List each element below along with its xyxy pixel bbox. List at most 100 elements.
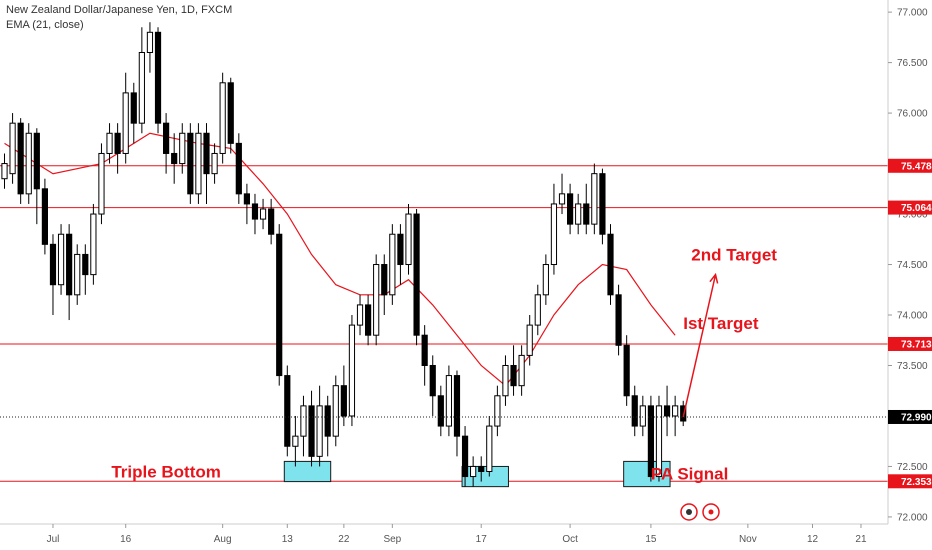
candle-body[interactable] — [179, 132, 186, 165]
candle-body[interactable] — [381, 264, 388, 296]
candle-body[interactable] — [276, 233, 283, 377]
candle-body[interactable] — [567, 193, 574, 225]
candle-body[interactable] — [583, 203, 590, 225]
candle-body[interactable] — [219, 82, 226, 154]
candle-body[interactable] — [66, 233, 73, 296]
candle-body[interactable] — [211, 152, 218, 175]
candle-body[interactable] — [445, 375, 452, 427]
candle-body[interactable] — [74, 253, 81, 296]
candle-body[interactable] — [397, 233, 404, 266]
candle-body[interactable] — [122, 92, 129, 154]
candle-body[interactable] — [1, 163, 8, 180]
candle-body[interactable] — [227, 82, 234, 144]
candle-body[interactable] — [195, 132, 202, 195]
candle-body[interactable] — [631, 395, 638, 427]
candle-body[interactable] — [591, 173, 598, 225]
time-tick-label: Aug — [214, 534, 232, 545]
time-tick-label: Nov — [739, 534, 757, 545]
candle-body[interactable] — [9, 122, 16, 175]
candle-body[interactable] — [57, 233, 65, 286]
candle-body[interactable] — [421, 334, 428, 366]
candle-body[interactable] — [316, 405, 323, 457]
candle-body[interactable] — [90, 213, 97, 276]
candle-body[interactable] — [163, 122, 170, 154]
candle-body[interactable] — [138, 52, 145, 124]
support-zone[interactable] — [283, 460, 332, 483]
candle-body[interactable] — [300, 405, 307, 437]
candle-body[interactable] — [599, 173, 606, 235]
candle-body[interactable] — [146, 31, 154, 54]
candle-body[interactable] — [114, 132, 121, 154]
candle-body[interactable] — [518, 354, 525, 387]
candle-body[interactable] — [154, 31, 162, 124]
candle-body[interactable] — [373, 264, 380, 336]
candle-body[interactable] — [647, 405, 654, 478]
candle-body[interactable] — [292, 435, 299, 447]
target-arrow-line — [682, 274, 717, 418]
candle-body[interactable] — [106, 132, 113, 154]
candle-body[interactable] — [615, 294, 622, 346]
candle-body[interactable] — [98, 152, 105, 215]
candle-body[interactable] — [453, 375, 461, 437]
candle-body[interactable] — [268, 208, 275, 235]
candle-body[interactable] — [502, 364, 509, 397]
candle-body[interactable] — [413, 213, 420, 336]
candle-body[interactable] — [639, 405, 646, 427]
candle-body[interactable] — [607, 233, 614, 296]
candle-body[interactable] — [575, 203, 582, 225]
candle-body[interactable] — [558, 193, 566, 205]
time-tick-label: Sep — [383, 534, 401, 545]
candle-body[interactable] — [389, 233, 396, 296]
support-zone[interactable] — [461, 465, 509, 488]
candle-body[interactable] — [550, 203, 558, 266]
candle-body[interactable] — [461, 435, 469, 478]
candle-body[interactable] — [526, 324, 533, 356]
chart-title: New Zealand Dollar/Japanese Yen, 1D, FXC… — [6, 4, 233, 16]
candle-body[interactable] — [655, 405, 663, 478]
level-price-tag — [888, 200, 932, 215]
candle-body[interactable] — [235, 142, 242, 195]
candle-body[interactable] — [663, 405, 671, 417]
candle-body[interactable] — [486, 425, 493, 472]
candle-body[interactable] — [672, 405, 679, 417]
candle-body[interactable] — [623, 344, 630, 397]
candle-body[interactable] — [356, 304, 364, 326]
candle-body[interactable] — [324, 405, 331, 437]
level-price-label: 75.478 — [901, 161, 932, 172]
current-price-label: 72.990 — [901, 412, 932, 423]
candle-body[interactable] — [437, 395, 444, 427]
candle-body[interactable] — [259, 208, 267, 220]
indicator-legend: EMA (21, close) — [6, 19, 84, 31]
candle-body[interactable] — [542, 264, 549, 296]
candle-body[interactable] — [171, 152, 178, 165]
annotation-label: PA Signal — [651, 465, 728, 484]
candle-body[interactable] — [478, 465, 485, 472]
price-tick-label: 75.000 — [897, 210, 928, 221]
candle-body[interactable] — [680, 405, 687, 422]
candle-body[interactable] — [203, 132, 210, 175]
candle-body[interactable] — [365, 304, 372, 336]
candle-body[interactable] — [332, 385, 339, 437]
candle-body[interactable] — [348, 324, 356, 417]
candle-body[interactable] — [308, 405, 315, 457]
candle-body[interactable] — [243, 193, 251, 205]
candle-body[interactable] — [470, 465, 477, 478]
candle-body[interactable] — [130, 92, 137, 124]
support-zone[interactable] — [623, 460, 671, 488]
candle-body[interactable] — [49, 243, 57, 286]
candle-body[interactable] — [25, 132, 32, 195]
candle-body[interactable] — [41, 188, 48, 245]
candle-body[interactable] — [340, 385, 347, 417]
candle-body[interactable] — [429, 364, 436, 397]
candle-body[interactable] — [17, 122, 24, 195]
candle-body[interactable] — [284, 375, 291, 447]
candle-body[interactable] — [510, 364, 517, 387]
candle-body[interactable] — [534, 294, 541, 326]
candle-body[interactable] — [405, 213, 412, 266]
candle-body[interactable] — [494, 395, 501, 427]
candle-body[interactable] — [187, 132, 194, 195]
candle-body[interactable] — [82, 253, 89, 276]
candle-body[interactable] — [251, 203, 259, 220]
candle-body[interactable] — [33, 132, 40, 190]
